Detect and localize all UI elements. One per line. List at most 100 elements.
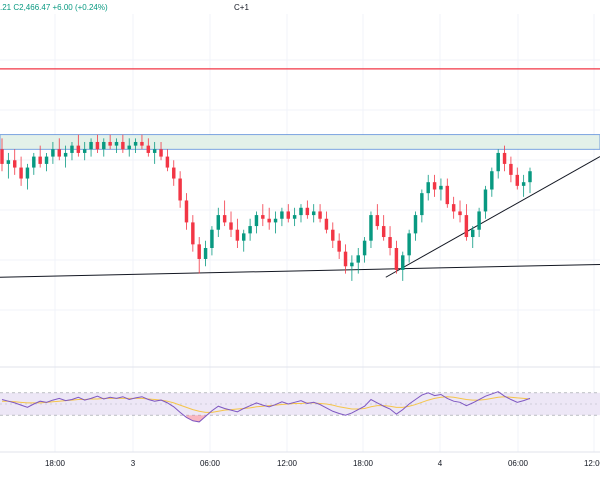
candle [248,218,252,241]
time-tick-label: 4 [438,459,443,468]
candle [146,138,151,157]
candle-body [286,211,290,219]
candlestick-series [0,134,532,281]
candle [496,149,500,179]
candle [464,204,469,241]
candle [140,134,144,150]
candle-body [305,207,310,216]
rising-trendline [385,156,600,278]
candle [292,207,297,227]
time-tick-label: 06:00 [200,459,221,468]
candle [184,193,189,230]
timezone-label: C+1 [234,3,249,12]
candle-body [95,141,100,150]
candle-body [63,152,68,157]
candle [490,167,494,197]
candle-body [471,229,475,238]
candle [401,251,405,281]
ohlc-values: .21 C2,466.47 +6.00 (+0.24%) [0,3,108,12]
candle-body [311,211,316,216]
candle-body [159,149,163,157]
candle-body [178,178,182,201]
candle [57,138,61,161]
candle [44,152,49,172]
candle [197,237,201,274]
candle-body [445,185,450,205]
candle-body [267,218,271,223]
candle-body [197,244,201,259]
candle [311,204,316,223]
candle-body [337,240,341,252]
candle [82,141,87,161]
candle [305,200,310,219]
candle-body [248,226,252,234]
candle-body [394,248,399,270]
candle-body [140,141,144,146]
candle-body [229,222,233,230]
time-tick-label: 3 [131,459,136,468]
candle [471,226,475,248]
candle [426,174,430,201]
candle [51,141,55,164]
candle [337,233,341,259]
candle [222,200,227,227]
candle [19,156,23,186]
candle [133,138,138,153]
candle-body [331,229,335,241]
candle [528,167,532,194]
support-trendline [0,263,600,278]
candle-body [439,185,443,190]
candle-body [483,189,488,212]
candle [407,229,411,263]
candle [32,152,36,175]
time-tick-label: 18:00 [353,459,374,468]
candle [299,204,303,223]
candle [0,138,4,172]
candle-body [521,182,526,186]
candle-body [381,226,386,238]
candle [381,215,386,241]
candle-body [426,182,430,194]
candle-body [70,145,74,153]
candle-body [420,193,424,216]
candle-body [318,211,322,219]
candle-body [102,141,106,150]
candle [38,145,42,168]
rsi-line [1,391,531,423]
candle-body [362,240,367,256]
candle-body [413,215,418,234]
candle-body [350,262,354,267]
candle-body [32,156,36,168]
candle [432,174,437,197]
candle-body [273,218,278,223]
candle-body [432,182,437,190]
candle [159,141,163,161]
candle [286,204,290,223]
candle [343,244,348,274]
candle-body [114,141,119,146]
candle-body [57,149,61,157]
candle-body [127,145,131,150]
candle-body [509,163,513,175]
candle-body [502,152,507,164]
candle [331,222,335,248]
candle [235,218,240,248]
candle [394,240,399,274]
candle-body [76,145,81,153]
candle [324,211,329,234]
candle [483,185,488,219]
candle-body [222,215,227,223]
candle-body [172,167,176,179]
rsi-pane [0,391,600,423]
candle [375,204,380,230]
candle [191,215,195,252]
candle [420,189,424,223]
candle-body [254,215,259,227]
candle [280,207,284,227]
candle-body [133,141,138,146]
candle-body [343,251,348,267]
candle [210,226,214,256]
candle [95,134,100,153]
time-tick-label: 18:00 [45,459,66,468]
